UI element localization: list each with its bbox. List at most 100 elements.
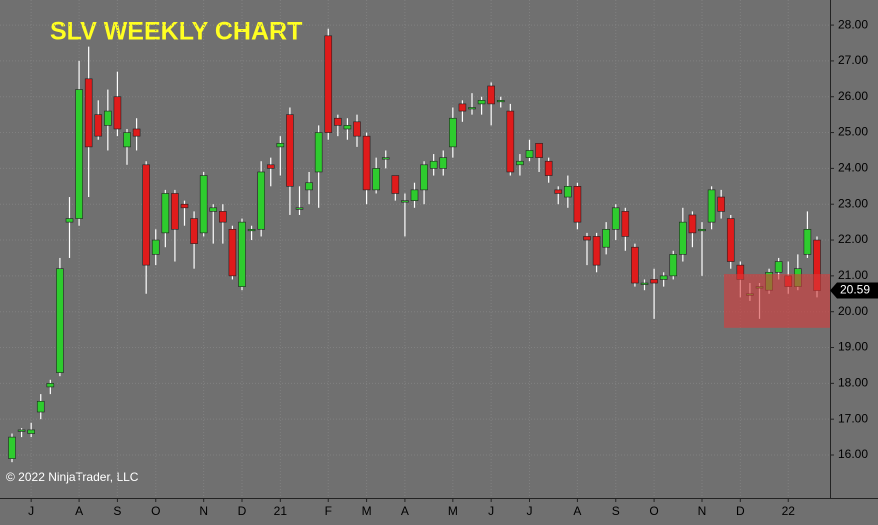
candle-body <box>123 132 131 148</box>
candle-body <box>151 239 160 255</box>
candle-body <box>286 114 294 187</box>
candle-body <box>180 203 189 209</box>
candle-body <box>247 228 256 232</box>
candle-body <box>257 171 265 230</box>
candle-body <box>679 221 687 255</box>
candle-body <box>132 128 141 137</box>
candle-body <box>372 168 380 191</box>
x-tick-label: O <box>151 504 160 518</box>
x-tick-label: A <box>401 504 409 518</box>
candle-body <box>199 175 208 234</box>
x-tick-label: S <box>113 504 121 518</box>
y-tick-label: 17.00 <box>838 411 868 425</box>
last-price-label: 20.59 <box>840 283 870 297</box>
x-tick-label: J <box>488 504 494 518</box>
candle-body <box>717 196 725 212</box>
x-tick-label: J <box>527 504 533 518</box>
candle-body <box>554 189 563 194</box>
y-tick-label: 18.00 <box>838 376 868 390</box>
x-tick-label: 21 <box>274 504 288 518</box>
candle-body <box>640 282 649 285</box>
candle-body <box>602 228 610 248</box>
candle-body <box>698 228 706 232</box>
candle-body <box>525 150 534 158</box>
candle-body <box>324 35 333 133</box>
candle-body <box>381 157 390 160</box>
candle-body <box>56 268 64 373</box>
x-tick-label: N <box>698 504 707 518</box>
y-tick-label: 28.00 <box>838 17 868 31</box>
candle-body <box>468 107 476 110</box>
candle-body <box>650 279 658 284</box>
candle-body <box>688 214 697 234</box>
candle-body <box>142 164 150 266</box>
candle-body <box>774 261 783 273</box>
candle-body <box>314 132 323 173</box>
candle-body <box>439 157 448 169</box>
candle-body <box>726 218 735 262</box>
candle-body <box>171 193 179 230</box>
candle-body <box>621 211 630 237</box>
candle-body <box>659 275 668 280</box>
y-tick-label: 19.00 <box>838 340 868 354</box>
candle-body <box>334 117 342 126</box>
y-tick-label: 24.00 <box>838 161 868 175</box>
candle-body <box>228 228 237 277</box>
candle-body <box>410 189 419 201</box>
x-tick-label: J <box>28 504 34 518</box>
y-tick-label: 26.00 <box>838 89 868 103</box>
candle-body <box>36 400 45 413</box>
y-tick-label: 21.00 <box>838 268 868 282</box>
candle-body <box>611 207 620 230</box>
candle-body <box>46 383 55 388</box>
candle-body <box>113 96 122 130</box>
candle-body <box>238 221 246 287</box>
candle-body <box>75 89 83 219</box>
y-tick-label: 23.00 <box>838 196 868 210</box>
candle-body <box>343 125 352 130</box>
candle-body <box>305 182 313 191</box>
y-tick-label: 16.00 <box>838 447 868 461</box>
candle-body <box>583 236 591 241</box>
candle-body <box>17 429 26 432</box>
candle-body <box>391 175 400 194</box>
y-tick-label: 25.00 <box>838 125 868 139</box>
candle-body <box>219 211 227 223</box>
candle-body <box>458 103 467 112</box>
candle-body <box>429 160 438 169</box>
candle-body <box>496 100 505 103</box>
candle-body <box>544 160 553 176</box>
candle-body <box>266 164 275 169</box>
candle-body <box>573 186 582 223</box>
candle-body <box>477 100 486 105</box>
candle-body <box>84 78 93 148</box>
candle-body <box>65 218 74 223</box>
candle-body <box>353 121 361 137</box>
candle-body <box>104 110 112 126</box>
candle-body <box>420 164 428 191</box>
x-tick-label: M <box>362 504 372 518</box>
candle-body <box>506 110 515 173</box>
candle-body <box>592 236 601 266</box>
candle-body <box>362 135 371 191</box>
candle-body <box>401 200 409 203</box>
copyright: © 2022 NinjaTrader, LLC <box>6 470 139 484</box>
candle-body <box>803 228 812 255</box>
y-tick-label: 27.00 <box>838 53 868 67</box>
highlight-zone <box>724 274 830 328</box>
y-tick-label: 20.00 <box>838 304 868 318</box>
x-tick-label: N <box>199 504 208 518</box>
x-tick-label: D <box>736 504 745 518</box>
chart-title: SLV WEEKLY CHART <box>50 18 302 46</box>
x-tick-label: 22 <box>782 504 796 518</box>
candle-body <box>449 117 457 148</box>
last-price-marker <box>830 282 878 299</box>
candle-body <box>631 246 639 284</box>
x-tick-label: M <box>448 504 458 518</box>
x-tick-label: A <box>573 504 581 518</box>
candle-body <box>564 186 572 198</box>
candle-body <box>516 160 524 166</box>
y-tick-label: 22.00 <box>838 232 868 246</box>
